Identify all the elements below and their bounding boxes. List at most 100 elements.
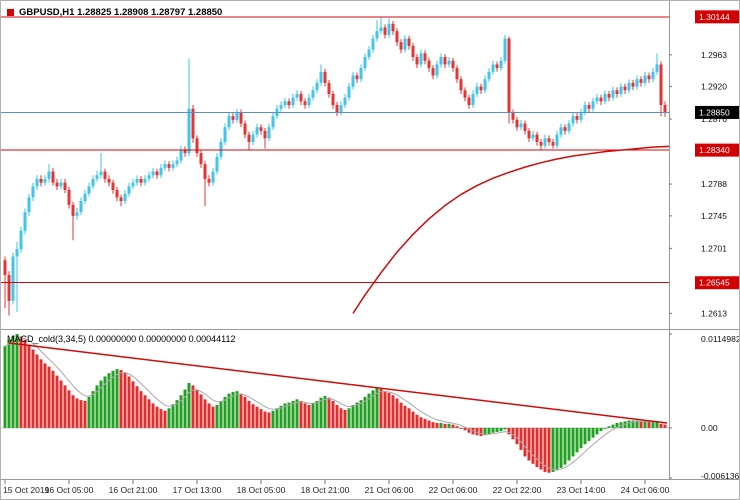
candle-bull — [219, 141, 223, 157]
candle-bull — [435, 64, 439, 76]
candle-bear — [203, 164, 207, 179]
candle-bull — [91, 178, 95, 187]
candle-bull — [271, 116, 275, 128]
candle-bear — [207, 178, 211, 183]
macd-bar — [187, 382, 191, 428]
macd-bar — [67, 390, 71, 428]
candle-bull — [447, 60, 451, 65]
macd-bar — [95, 385, 99, 428]
macd-bar — [587, 427, 591, 441]
macd-bar — [43, 363, 47, 428]
macd-bar — [179, 395, 183, 428]
macd-bar — [239, 393, 243, 428]
macd-bar — [555, 427, 559, 471]
macd-bar — [119, 369, 123, 428]
macd-bar — [171, 404, 175, 428]
macd-bar — [531, 427, 535, 464]
macd-bar — [447, 423, 451, 428]
price-axis-label: 1.2745 — [701, 211, 727, 221]
macd-bar — [647, 422, 651, 428]
candle-bull — [339, 105, 343, 113]
macd-bar — [443, 423, 447, 428]
macd-bar — [147, 399, 151, 428]
macd-bar — [59, 380, 63, 428]
macd-bar — [263, 411, 267, 428]
candle-bull — [343, 97, 347, 106]
candle-bull — [627, 82, 631, 91]
candle-bear — [103, 171, 107, 179]
macd-bar — [139, 391, 143, 428]
candle-bear — [39, 178, 43, 183]
candle-bear — [51, 171, 55, 183]
candle-bull — [35, 178, 39, 187]
candle-bear — [303, 101, 307, 106]
candle-bull — [643, 75, 647, 83]
candle-bull — [59, 182, 63, 187]
macd-bar — [411, 411, 415, 428]
macd-bar — [295, 399, 299, 428]
macd-bar — [35, 354, 39, 428]
candle-bull — [591, 101, 595, 109]
candle-bear — [55, 182, 59, 187]
macd-bar — [19, 336, 23, 428]
candle-bull — [147, 175, 151, 179]
macd-bar — [467, 427, 471, 433]
macd-bar — [155, 406, 159, 428]
macd-bar — [283, 403, 287, 428]
candle-bear — [431, 68, 435, 76]
candle-bear — [3, 260, 7, 275]
macd-bar — [55, 375, 59, 428]
candle-bear — [415, 57, 419, 65]
candle-bear — [455, 68, 459, 80]
candle-bull — [267, 127, 271, 139]
macd-bar — [131, 381, 135, 428]
price-badge-level — [695, 276, 739, 290]
price-axis-label: 1.2920 — [701, 82, 727, 92]
macd-bar — [455, 426, 459, 428]
candle-bear — [71, 204, 75, 216]
candle-bull — [499, 60, 503, 69]
macd-bar — [351, 405, 355, 428]
candle-bull — [567, 123, 571, 131]
macd-bar — [511, 427, 515, 440]
candle-bull — [295, 93, 299, 98]
macd-bar — [175, 400, 179, 428]
price-axis-label: 1.2963 — [701, 50, 727, 60]
candle-bull — [187, 108, 191, 154]
macd-bar — [215, 405, 219, 428]
macd-bar — [259, 409, 263, 428]
macd-bar — [635, 420, 639, 428]
candle-bull — [31, 186, 35, 198]
macd-bar — [423, 418, 427, 428]
price-badge-level-text: 1.28340 — [699, 145, 730, 155]
candle-bull — [367, 49, 371, 58]
candle-bull — [619, 86, 623, 94]
macd-bar — [407, 408, 411, 428]
macd-bar — [167, 408, 171, 428]
macd-bar — [535, 427, 539, 468]
candle-bull — [75, 212, 79, 216]
macd-bar — [211, 406, 215, 428]
candle-bull — [127, 186, 131, 194]
macd-trendline[interactable] — [8, 342, 668, 424]
candle-bear — [167, 164, 171, 168]
candle-bull — [571, 116, 575, 124]
macd-bar — [299, 400, 303, 428]
candle-bull — [471, 93, 475, 106]
macd-bar — [419, 417, 423, 428]
candle-bear — [195, 138, 199, 154]
ma-curve[interactable] — [352, 145, 670, 314]
time-axis-label: 22 Oct 22:00 — [493, 485, 542, 495]
candle-bear — [155, 171, 159, 176]
candle-bear — [459, 79, 463, 91]
price-axis[interactable] — [669, 1, 740, 480]
macd-bar — [107, 373, 111, 428]
candle-bull — [555, 134, 559, 146]
price-badge-bid-text: 1.28850 — [699, 107, 730, 117]
candle-bear — [399, 42, 403, 50]
candle-bear — [391, 23, 395, 32]
candle-bear — [67, 190, 71, 205]
ohlc-readout-text: GBPUSD,H1 1.28825 1.28908 1.28797 1.2885… — [19, 7, 223, 18]
macd-bar — [127, 376, 131, 428]
